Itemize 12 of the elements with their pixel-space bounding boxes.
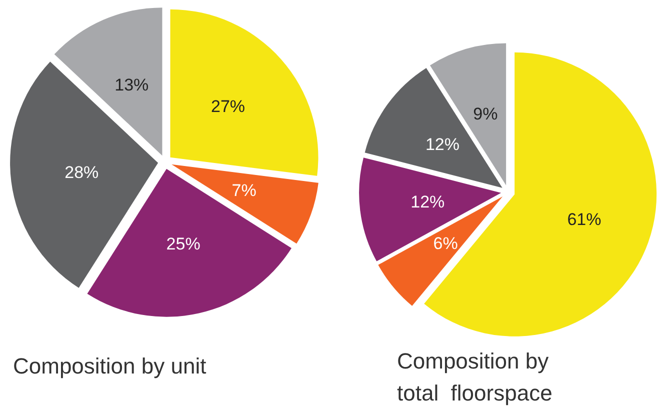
data-label: 61% — [567, 210, 602, 229]
data-label: 25% — [166, 234, 200, 254]
data-label: 13% — [114, 75, 149, 94]
data-label: 12% — [410, 192, 445, 212]
text: Composition by unit — [13, 354, 206, 378]
data-label: 12% — [425, 134, 460, 154]
data-label: 28% — [64, 163, 99, 182]
data-label: 7% — [232, 180, 256, 200]
data-label: 27% — [210, 96, 246, 116]
data-label: 9% — [473, 104, 498, 124]
data-label: 6% — [433, 234, 458, 254]
text: Composition by total floorspace — [397, 348, 552, 406]
